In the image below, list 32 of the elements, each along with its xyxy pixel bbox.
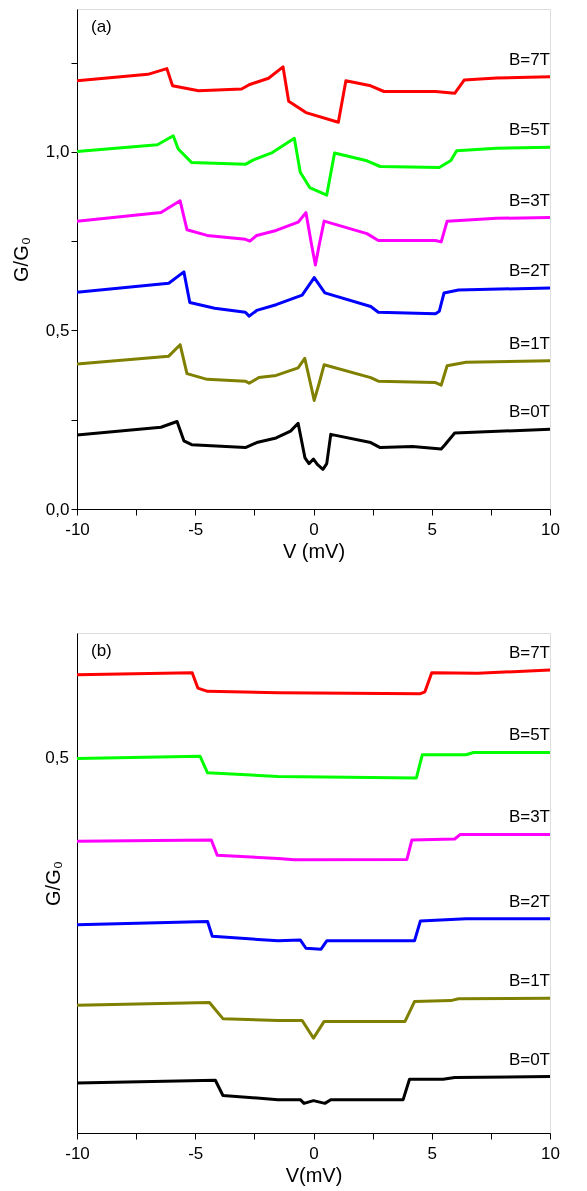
series-label: B=3T (508, 190, 550, 210)
x-tick-label: 0 (309, 519, 319, 539)
series-label: B=2T (508, 260, 550, 280)
x-tick-label: -10 (65, 1143, 90, 1163)
series-label: B=0T (508, 1049, 550, 1069)
series-label: B=7T (508, 49, 550, 69)
x-tick-label: -5 (188, 1143, 204, 1163)
x-axis-title: V (mV) (282, 539, 346, 562)
series-label: B=3T (508, 807, 550, 827)
series-label: B=7T (508, 643, 550, 663)
y-tick-label: 0,0 (45, 499, 70, 519)
x-tick-label: 5 (427, 1143, 437, 1163)
y-tick-label: 1,0 (45, 142, 70, 162)
text: (b) (91, 641, 112, 660)
y-axis-title: G/G₀ (9, 237, 32, 282)
series-label: B=1T (508, 971, 550, 991)
x-axis-title: V(mV) (285, 1163, 343, 1186)
series-label: B=1T (508, 333, 550, 353)
series-label: B=5T (508, 120, 550, 140)
x-tick-label: -5 (188, 519, 204, 539)
x-tick-label: 10 (541, 1143, 560, 1163)
series-label: B=2T (508, 891, 550, 911)
line-series (77, 65, 550, 124)
series-label: B=0T (508, 402, 550, 422)
series-label: B=5T (508, 725, 550, 745)
x-tick-label: 10 (541, 519, 560, 539)
x-tick-label: 0 (309, 1143, 319, 1163)
x-tick-label: 5 (427, 519, 437, 539)
annotation: (a) (91, 17, 112, 36)
x-tick-label: -10 (65, 519, 90, 539)
y-tick-label: 0,5 (45, 320, 70, 340)
y-axis-title: G/G₀ (41, 861, 64, 906)
